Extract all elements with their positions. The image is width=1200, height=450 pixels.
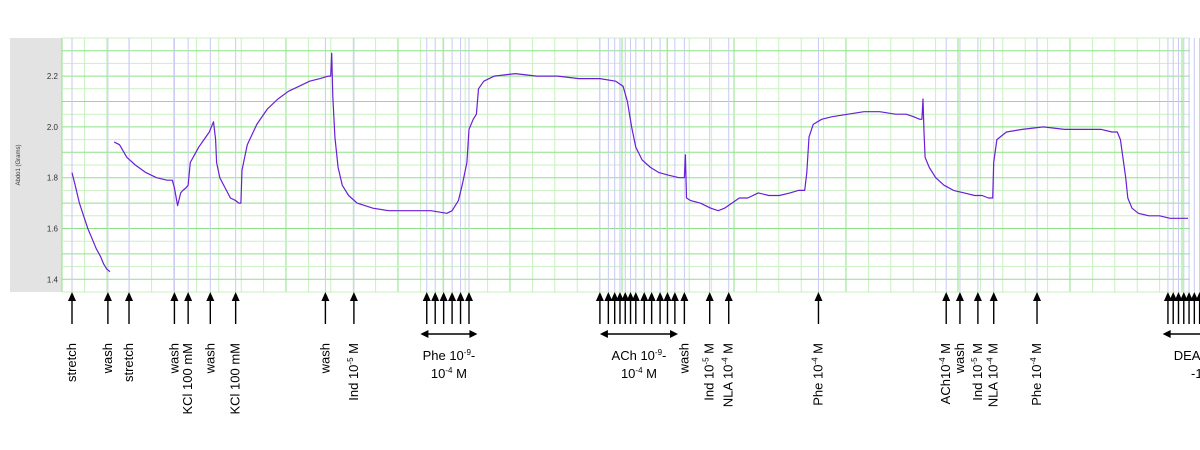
event-label: wash xyxy=(100,343,115,374)
range-label: -10-4 M xyxy=(1191,366,1200,381)
event-arrowhead xyxy=(615,292,624,301)
event-arrowhead xyxy=(1190,292,1199,301)
event-arrowhead xyxy=(1195,292,1200,301)
event-arrowhead xyxy=(206,292,215,301)
event-arrowhead xyxy=(989,292,998,301)
y-axis: 1.4 1.6 1.8 2.0 2.2 xyxy=(47,72,59,284)
trace-series xyxy=(71,52,1188,273)
event-label: Ind 10-5 M xyxy=(970,343,985,401)
range-label: Phe 10-9- xyxy=(423,348,476,363)
event-arrowhead xyxy=(647,292,656,301)
event-arrowhead xyxy=(680,292,689,301)
trace-line xyxy=(71,52,1188,273)
event-label: ACh10-4 M xyxy=(938,343,953,404)
event-arrowhead xyxy=(640,292,649,301)
range-arrowhead-left xyxy=(420,330,429,338)
event-label: NLA 10-4 M xyxy=(721,343,736,407)
event-arrowhead xyxy=(103,292,112,301)
event-arrowhead xyxy=(663,292,672,301)
event-arrowhead xyxy=(595,292,604,301)
event-arrowhead xyxy=(464,292,473,301)
range-label: DEA/NO 10-9 xyxy=(1174,348,1200,363)
event-arrowhead xyxy=(1163,292,1172,301)
y-tick-label: 1.8 xyxy=(47,174,59,183)
event-arrowhead xyxy=(814,292,823,301)
event-arrowhead xyxy=(349,292,358,301)
event-arrowhead xyxy=(670,292,679,301)
range-label: 10-4 M xyxy=(621,366,657,381)
range-arrowhead-right xyxy=(469,330,478,338)
y-tick-label: 1.4 xyxy=(47,275,59,284)
event-label: wash xyxy=(317,343,332,374)
event-arrowhead xyxy=(621,292,630,301)
range-arrowhead-right xyxy=(670,330,679,338)
event-arrowhead xyxy=(604,292,613,301)
event-arrowhead xyxy=(68,292,76,301)
event-arrowhead xyxy=(170,292,179,301)
event-arrowhead xyxy=(321,292,330,301)
range-arrowhead-left xyxy=(599,330,608,338)
event-arrowhead xyxy=(431,292,440,301)
event-arrowhead xyxy=(231,292,240,301)
event-arrowhead xyxy=(631,292,640,301)
range-markers: Phe 10-9- 10-4 M ACh 10-9- 10-4 M DEA/NO 10-… xyxy=(420,330,1200,381)
event-label: Phe 10-4 M xyxy=(810,343,825,406)
event-arrowhead xyxy=(456,292,465,301)
event-arrowhead xyxy=(626,292,635,301)
event-arrowhead xyxy=(448,292,457,301)
y-label-gutter xyxy=(10,38,62,292)
event-arrowhead xyxy=(705,292,714,301)
event-arrowhead xyxy=(724,292,733,301)
y-tick-label: 2.2 xyxy=(47,72,59,81)
y-tick-label: 2.0 xyxy=(47,123,59,132)
event-arrowhead xyxy=(422,292,431,301)
event-label: KCl 100 mM xyxy=(180,343,195,415)
event-arrowhead xyxy=(125,292,134,301)
event-label: stretch xyxy=(121,343,136,382)
event-label: Phe 10-4 M xyxy=(1029,343,1044,406)
event-label: wash xyxy=(202,343,217,374)
event-arrowhead xyxy=(439,292,448,301)
event-label: KCl 100 mM xyxy=(228,343,243,415)
event-arrowhead xyxy=(955,292,964,301)
event-arrowhead xyxy=(656,292,665,301)
event-arrowhead xyxy=(1169,292,1178,301)
event-label: NLA 10-4 M xyxy=(986,343,1001,407)
event-arrowhead xyxy=(942,292,951,301)
event-arrowhead xyxy=(184,292,193,301)
event-label: wash xyxy=(952,343,967,374)
event-arrowhead xyxy=(1174,292,1183,301)
event-label: wash xyxy=(676,343,691,374)
event-label: wash xyxy=(166,343,181,374)
grid xyxy=(61,37,1200,293)
event-label: stretch xyxy=(64,343,79,382)
range-label: ACh 10-9- xyxy=(612,348,667,363)
event-arrowhead xyxy=(1179,292,1188,301)
event-label: Ind 10-5 M xyxy=(346,343,361,401)
event-arrowhead xyxy=(1033,292,1042,301)
range-label: 10-4 M xyxy=(431,366,467,381)
event-arrowhead xyxy=(1185,292,1194,301)
event-arrowhead xyxy=(610,292,619,301)
y-axis-label: Abdo1 (Grams) xyxy=(16,144,22,185)
event-label: Ind 10-5 M xyxy=(702,343,717,401)
y-tick-label: 1.6 xyxy=(47,225,59,234)
event-arrowhead xyxy=(973,292,982,301)
range-arrowhead-left xyxy=(1162,330,1171,338)
